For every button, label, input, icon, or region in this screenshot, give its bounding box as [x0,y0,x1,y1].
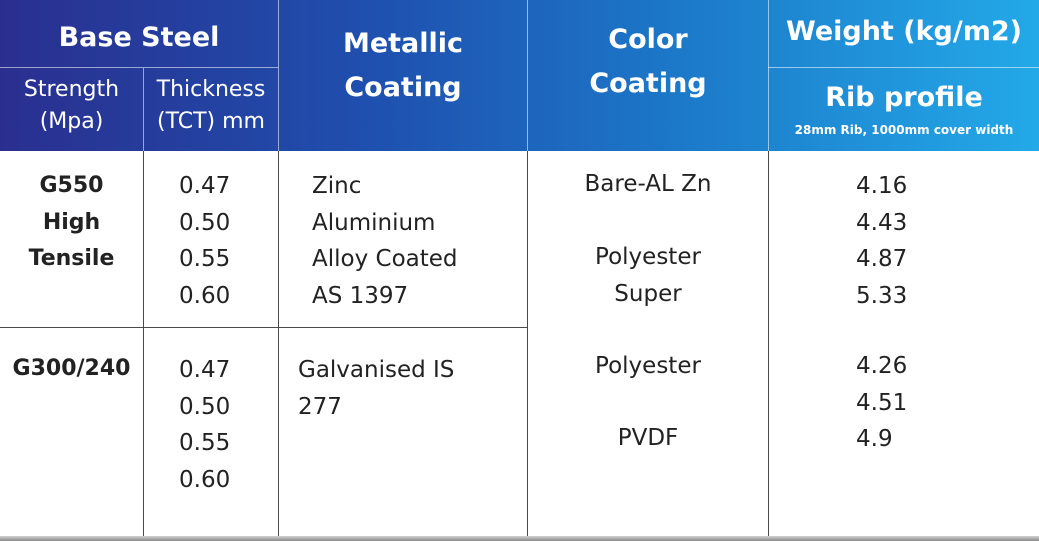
header-strength: Strength (Mpa) [0,74,143,138]
header-color-coating: Color Coating [528,18,768,106]
header-color-line2: Coating [589,68,707,99]
table-row-2-metallic: Galvanised IS 277 [298,352,527,425]
color-coating-bare-al-zn: Bare-AL Zn [584,171,712,197]
thickness-value: 0.55 [179,246,231,272]
header-divider [278,0,279,151]
header-color-line1: Color [608,24,688,55]
weight-value: 4.87 [856,246,908,272]
header-rib-note: 28mm Rib, 1000mm cover width [794,123,1014,137]
strength-line: High [42,209,101,235]
table-row-1-strength: G550 High Tensile [0,168,143,278]
color-coating-pvdf: PVDF [617,425,679,451]
weight-value: 4.16 [856,173,908,199]
table-row-1-weight: 4.16 4.43 4.87 5.33 [856,168,976,314]
color-coating-polyester: Polyester [595,353,701,379]
header-divider [143,68,144,151]
weight-value: 4.43 [856,209,908,236]
header-divider [0,67,278,68]
header-thickness: Thickness (TCT) mm [144,74,278,138]
metallic-line: Alloy Coated [312,246,458,272]
strength-line: Tensile [28,246,115,271]
thickness-value: 0.47 [179,173,231,199]
weight-value: 4.51 [856,389,908,416]
header-metallic-line1: Metallic [342,28,464,59]
weight-value: 4.26 [856,353,908,379]
thickness-value: 0.55 [179,430,231,456]
thickness-value: 0.60 [179,282,231,309]
header-divider [768,0,769,151]
header-thickness-line1: Thickness [156,77,266,102]
color-coating-line: Super [614,280,682,307]
strength-line: G300/240 [12,356,131,381]
header-metallic-line2: Coating [344,72,462,103]
column-divider [527,151,528,536]
table-row-2-thickness: 0.47 0.50 0.55 0.60 [179,352,278,498]
header-strength-line2: (Mpa) [39,109,104,134]
column-divider [278,151,279,536]
header-strength-line1: Strength [23,77,120,102]
header-divider [527,0,528,151]
strength-line: G550 [39,173,104,198]
header-base-steel: Base Steel [58,22,220,53]
thickness-value: 0.50 [179,209,231,236]
thickness-value: 0.47 [179,357,231,383]
metallic-line: Aluminium [312,209,436,236]
metallic-line: Galvanised IS [298,357,455,383]
bottom-border [0,536,1039,541]
table-row-1-thickness: 0.47 0.50 0.55 0.60 [179,168,278,314]
column-divider [143,151,144,536]
header-divider [768,67,1039,68]
color-coating-polyester-super: Polyester Super [528,239,768,312]
color-coating-line: Polyester [595,244,701,270]
thickness-value: 0.50 [179,393,231,420]
metallic-line: 277 [298,393,342,420]
table-row-2-weight: 4.26 4.51 4.9 [856,348,976,458]
thickness-value: 0.60 [179,466,231,493]
table-row-2-strength: G300/240 [0,351,143,388]
metallic-line: Zinc [312,173,362,199]
column-divider [768,151,769,536]
weight-value: 5.33 [856,282,908,309]
header-weight: Weight (kg/m2) [786,16,1022,47]
row-divider [0,327,527,328]
metallic-line: AS 1397 [312,282,409,309]
table-header: Base Steel Strength (Mpa) Thickness (TCT… [0,0,1039,151]
table-row-1-metallic: Zinc Aluminium Alloy Coated AS 1397 [312,168,527,314]
header-thickness-line2: (TCT) mm [157,109,265,134]
header-rib-profile: Rib profile [825,82,983,113]
weight-value: 4.9 [856,426,893,452]
header-metallic-coating: Metallic Coating [279,22,527,110]
